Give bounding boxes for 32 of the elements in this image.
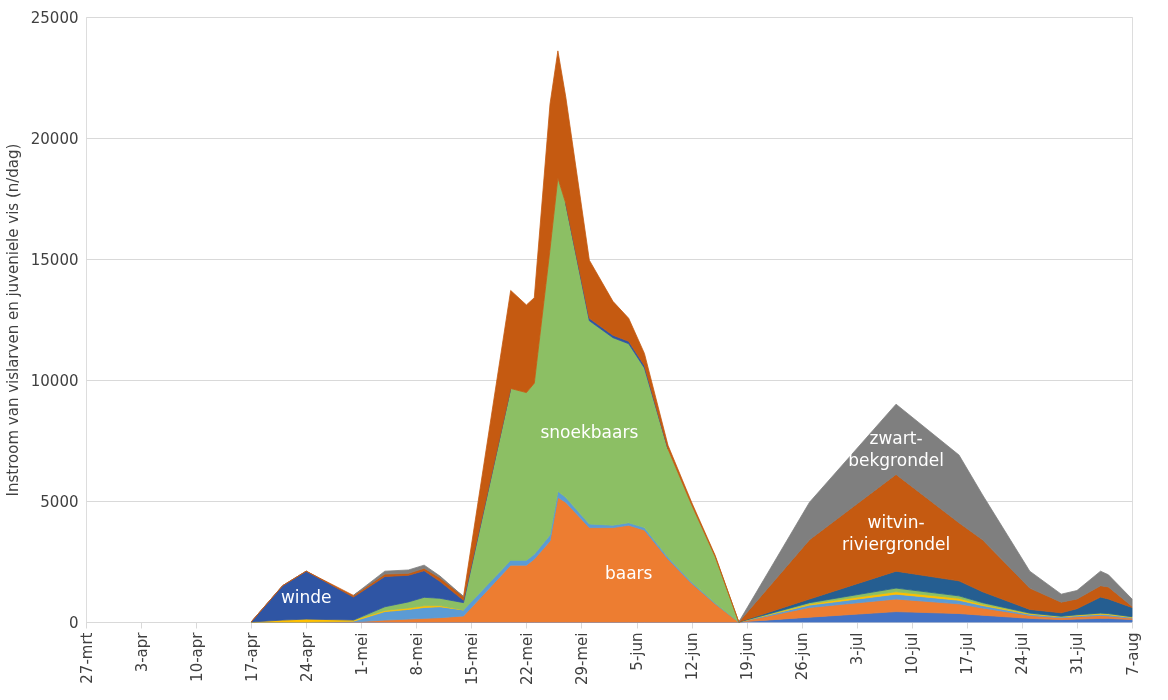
x-tick-label: 27-mrt (77, 632, 96, 684)
x-tick-label: 8-mei (407, 632, 426, 676)
y-axis-title: Instroom van vislarven en juveniele vis (n/dag) (3, 143, 22, 497)
x-tick-label: 19-jun (738, 632, 757, 681)
y-tick-label: 20000 (30, 129, 79, 148)
series-label: snoekbaars (540, 421, 639, 442)
x-tick-label: 3-jul (848, 632, 867, 666)
x-tick-label: 17-apr (242, 631, 261, 682)
y-tick-label: 5000 (40, 492, 79, 511)
y-tick-label: 15000 (30, 250, 79, 269)
x-tick-label: 1-mei (352, 632, 371, 676)
y-tick-label: 10000 (30, 371, 79, 390)
x-tick-label: 17-jul (958, 632, 977, 675)
x-tick-label: 10-apr (187, 631, 206, 682)
x-tick-label: 31-jul (1068, 632, 1087, 675)
series-label: zwart-bekgrondel (848, 428, 944, 471)
series-label: baars (604, 562, 653, 583)
x-tick-label: 10-jul (903, 632, 922, 675)
series-label: witvin-riviergrondel (841, 511, 951, 554)
x-tick-label: 22-mei (517, 632, 536, 686)
x-tick-label: 24-jul (1013, 632, 1032, 675)
x-tick-label: 7-aug (1123, 632, 1142, 676)
x-tick-label: 15-mei (462, 632, 481, 686)
x-tick-label: 26-jun (793, 632, 812, 681)
y-tick-label: 0 (68, 613, 79, 632)
series-label: winde (280, 586, 332, 607)
y-tick-label: 25000 (30, 8, 79, 27)
x-tick-label: 24-apr (297, 631, 316, 682)
x-tick-label: 3-apr (132, 631, 151, 673)
x-tick-label: 29-mei (572, 632, 591, 686)
x-tick-label: 5-jun (628, 632, 647, 671)
x-tick-label: 12-jun (683, 632, 702, 681)
